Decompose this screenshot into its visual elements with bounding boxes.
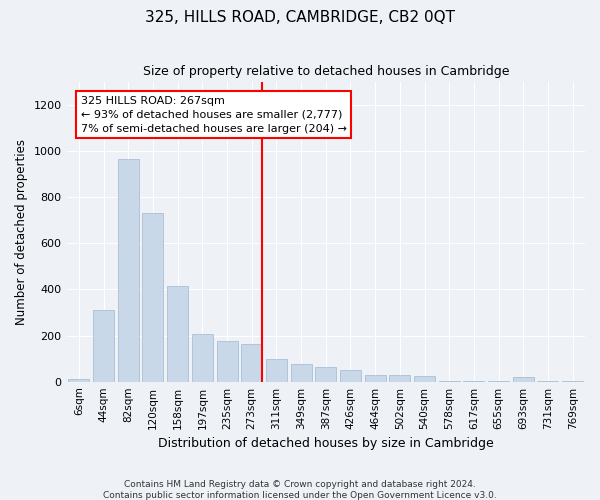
Bar — [488, 381, 509, 382]
Bar — [389, 375, 410, 382]
Bar — [414, 376, 435, 382]
Bar — [290, 364, 311, 382]
Bar — [340, 370, 361, 382]
Bar — [118, 159, 139, 382]
Bar — [217, 342, 238, 382]
Bar — [241, 344, 262, 382]
Bar — [513, 376, 534, 382]
Bar — [68, 380, 89, 382]
Title: Size of property relative to detached houses in Cambridge: Size of property relative to detached ho… — [143, 65, 509, 78]
Bar — [538, 381, 559, 382]
Bar — [365, 375, 386, 382]
Text: 325, HILLS ROAD, CAMBRIDGE, CB2 0QT: 325, HILLS ROAD, CAMBRIDGE, CB2 0QT — [145, 10, 455, 25]
Y-axis label: Number of detached properties: Number of detached properties — [15, 139, 28, 325]
Bar — [439, 381, 460, 382]
Text: Contains HM Land Registry data © Crown copyright and database right 2024.
Contai: Contains HM Land Registry data © Crown c… — [103, 480, 497, 500]
Bar — [93, 310, 114, 382]
Bar — [142, 214, 163, 382]
Bar — [192, 334, 213, 382]
Bar — [167, 286, 188, 382]
Bar — [463, 381, 484, 382]
Bar — [562, 381, 583, 382]
Text: 325 HILLS ROAD: 267sqm
← 93% of detached houses are smaller (2,777)
7% of semi-d: 325 HILLS ROAD: 267sqm ← 93% of detached… — [81, 96, 347, 134]
Bar — [315, 366, 336, 382]
Bar — [266, 358, 287, 382]
X-axis label: Distribution of detached houses by size in Cambridge: Distribution of detached houses by size … — [158, 437, 494, 450]
